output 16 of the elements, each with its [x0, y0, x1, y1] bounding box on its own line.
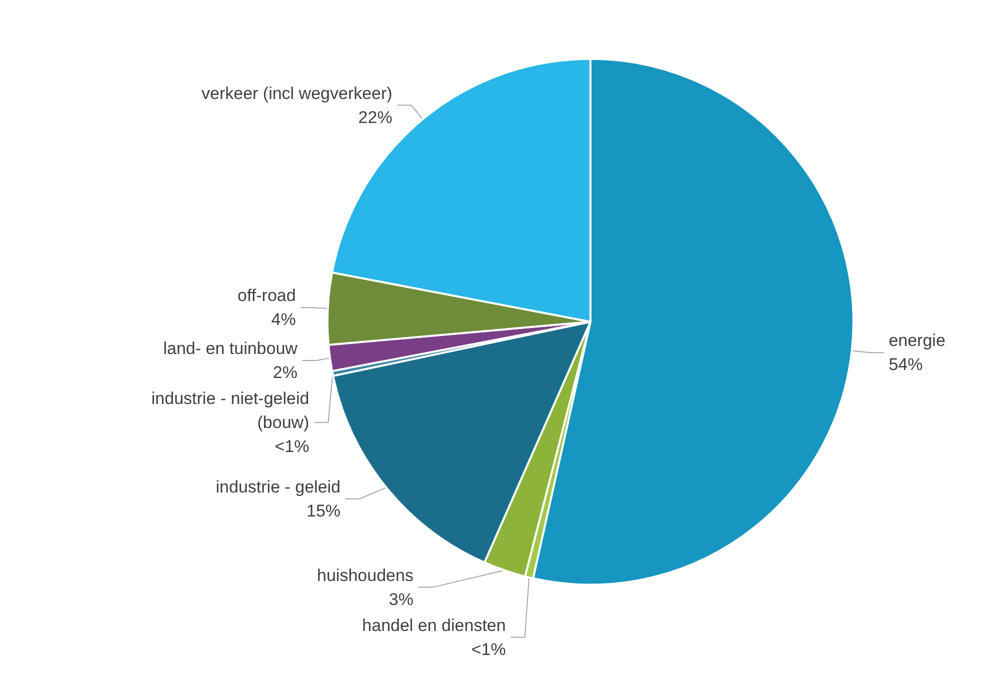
data-label: 15% [306, 501, 341, 520]
slice-label: handel en diensten [362, 616, 506, 635]
slice-label: industrie - niet-geleid (bouw) [151, 388, 310, 432]
data-label: 2% [272, 362, 298, 382]
data-label: <1% [471, 640, 506, 659]
data-label: <1% [274, 436, 310, 456]
data-label: 54% [888, 355, 923, 374]
slice-label: huishoudens [317, 566, 414, 585]
slice-label: land- en tuinbouw [163, 338, 298, 358]
data-label: 22% [358, 108, 392, 127]
data-label: 3% [388, 590, 414, 609]
slice-label: verkeer (incl wegverkeer) [202, 84, 392, 103]
data-label: 4% [271, 310, 296, 330]
slice-label: industrie - geleid [216, 477, 341, 496]
slice-label: off-road [238, 286, 296, 306]
slice-label: energie [888, 331, 946, 350]
